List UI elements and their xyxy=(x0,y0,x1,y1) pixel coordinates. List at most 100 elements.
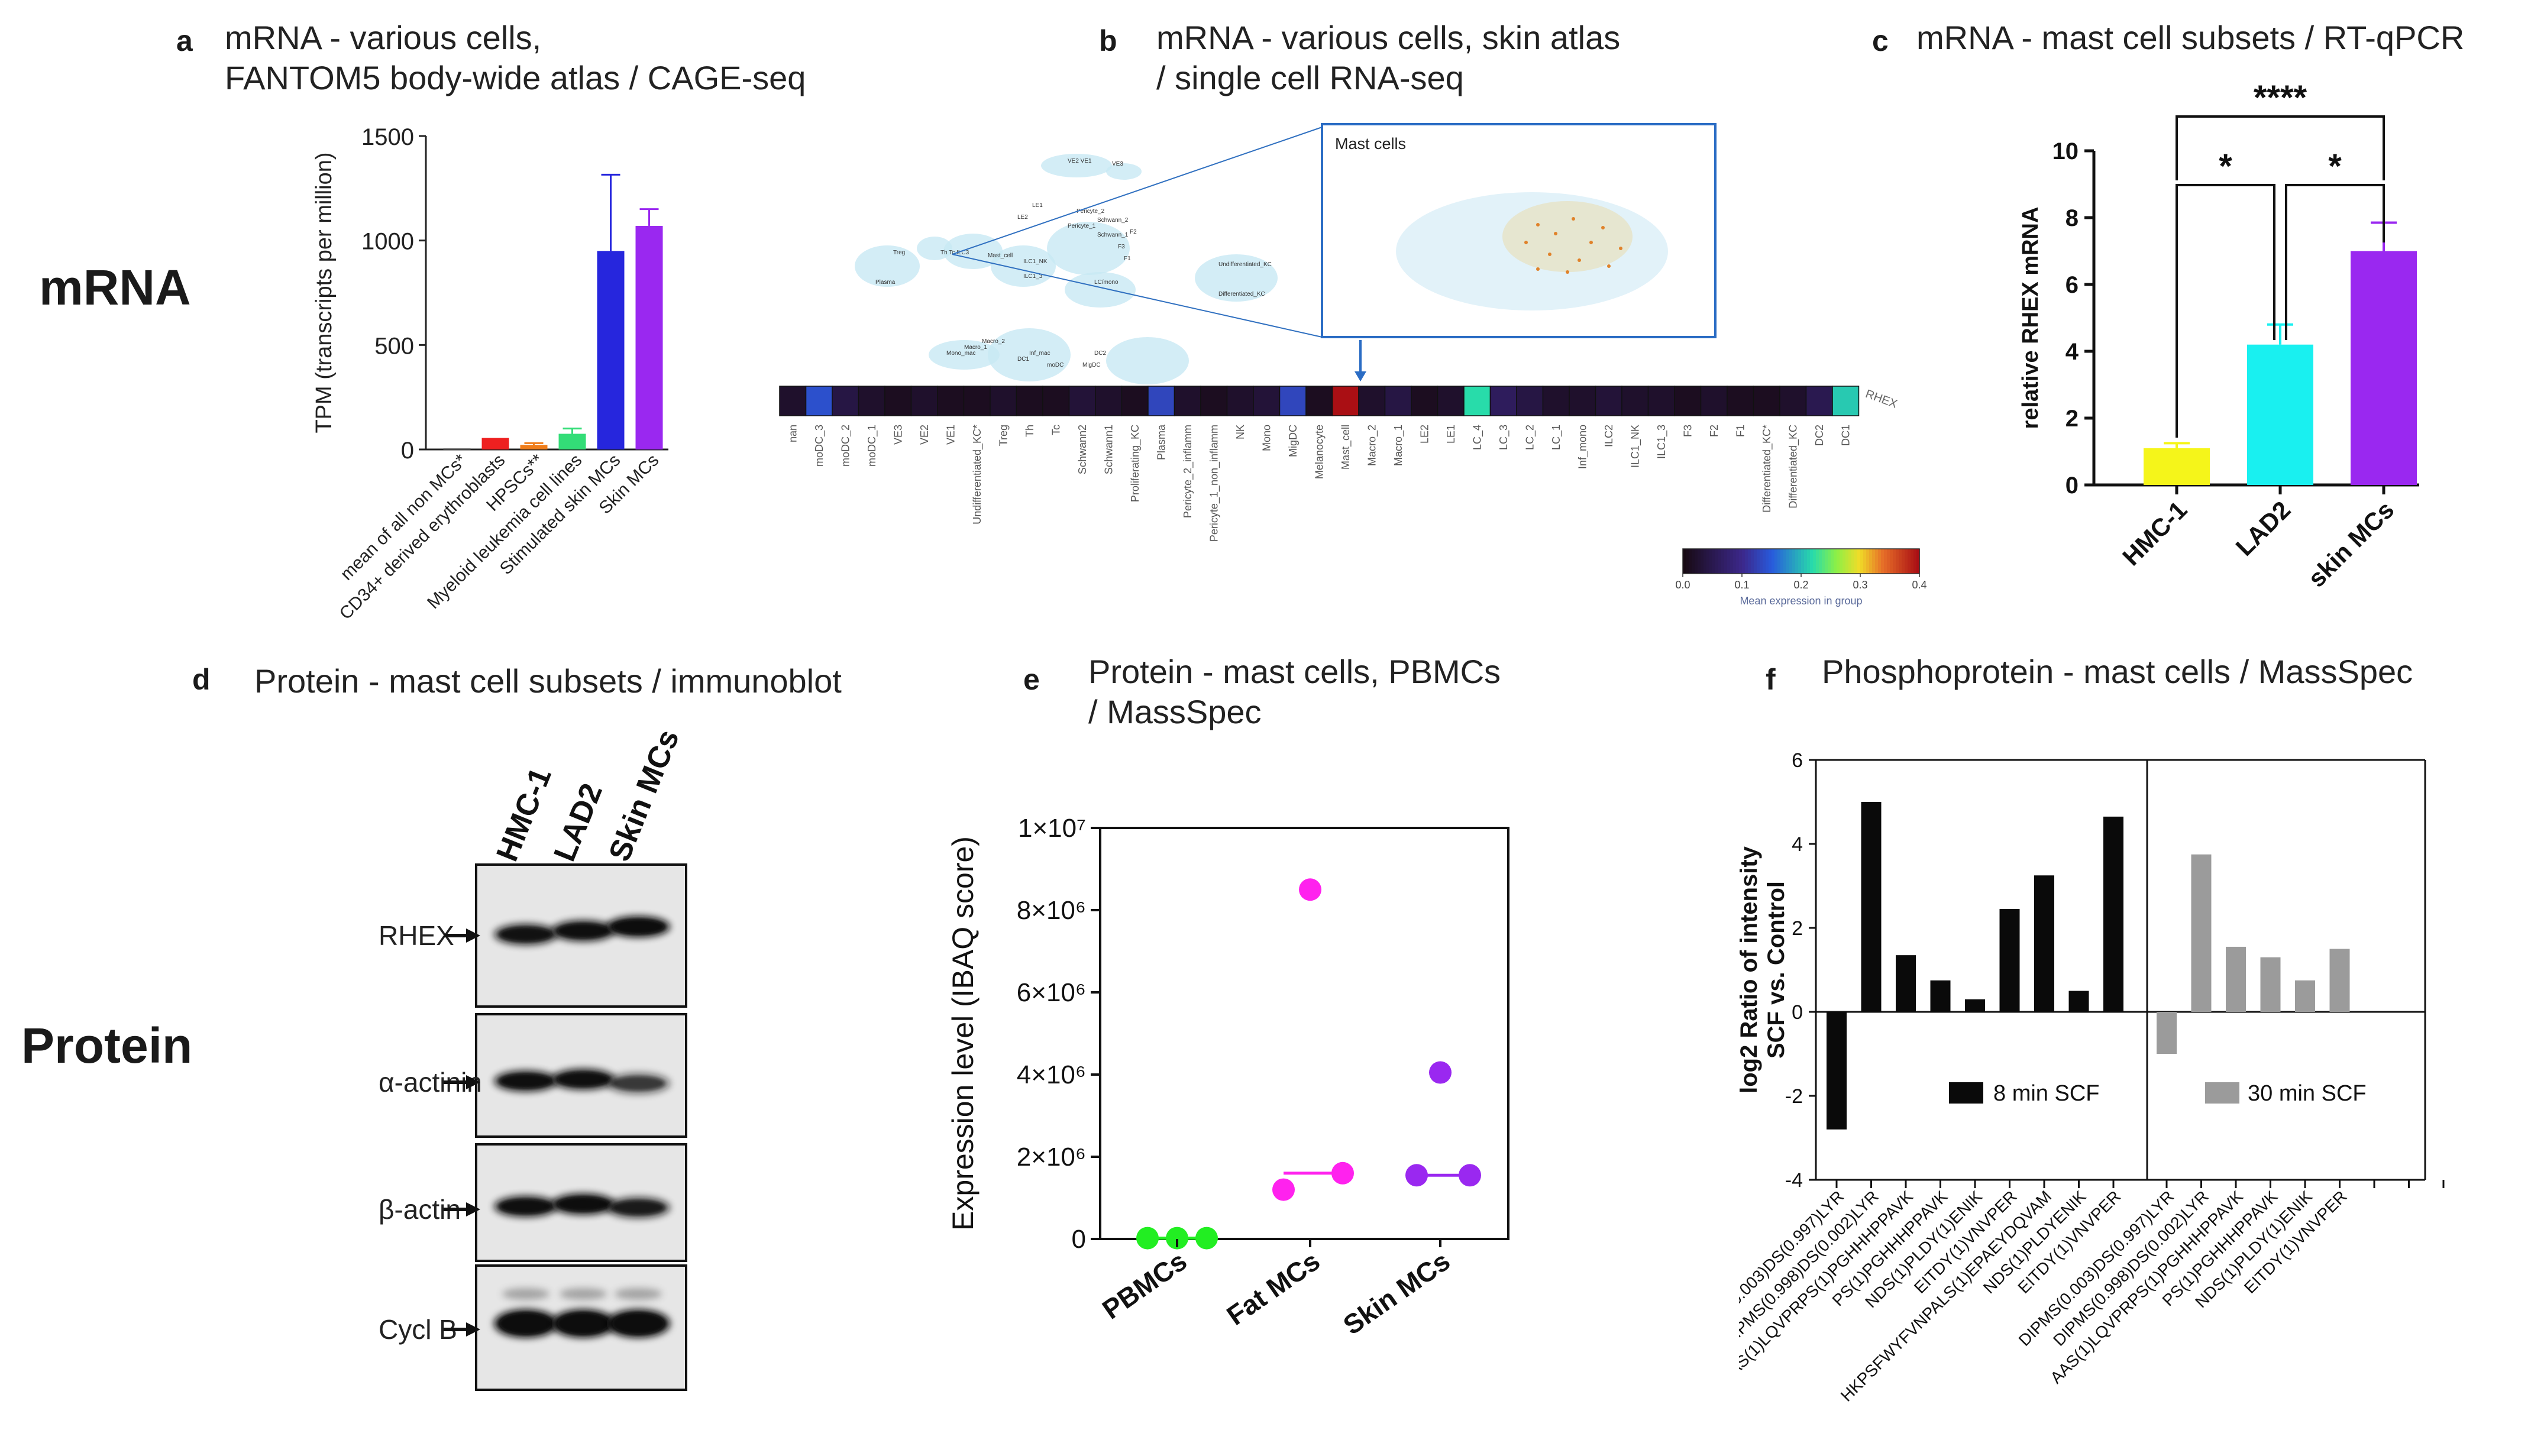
panel-letter-f: f xyxy=(1766,663,1776,696)
umap-cluster-blob xyxy=(1106,163,1142,180)
f-legend-swatch-8min xyxy=(1949,1082,1983,1104)
c-y-tick-label: 10 xyxy=(2052,138,2079,164)
colorbar-segment xyxy=(1908,549,1911,574)
umap-cluster-label: MigDC xyxy=(1082,362,1101,368)
colorbar-segment xyxy=(1748,549,1751,574)
umap-cluster-label: Schwann_2 xyxy=(1097,217,1129,224)
inset-cell-dot xyxy=(1536,267,1540,271)
colorbar-segment xyxy=(1686,549,1689,574)
umap-cluster-blob xyxy=(1195,254,1278,302)
c-sig-bracket-3 xyxy=(2176,115,2385,180)
colorbar-segment xyxy=(1887,549,1890,574)
a-category-label: CD34+ derived erythroblasts xyxy=(336,451,509,624)
heatmap-cell xyxy=(1095,386,1123,416)
colorbar-segment xyxy=(1777,549,1781,574)
e-data-point xyxy=(1299,878,1321,901)
colorbar-segment xyxy=(1760,549,1763,574)
colorbar-segment xyxy=(1881,549,1884,574)
heatmap-cell xyxy=(1727,386,1754,416)
heatmap-group-label: Proliferating_KC xyxy=(1129,425,1142,502)
colorbar-segment xyxy=(1769,549,1772,574)
umap-cluster-blob xyxy=(1041,154,1112,177)
inset-cell-dot xyxy=(1601,226,1605,229)
f-legend-label-8min: 8 min SCF xyxy=(1993,1081,2099,1106)
heatmap-group-label: Differentiated_KC* xyxy=(1761,425,1773,513)
e-y-tick-label: 4×10⁶ xyxy=(1017,1060,1086,1089)
f-y-tick-label: -2 xyxy=(1785,1085,1803,1108)
colorbar-segment xyxy=(1795,549,1799,574)
colorbar-segment xyxy=(1727,549,1731,574)
blot-band-core xyxy=(612,1076,664,1091)
colorbar-segment xyxy=(1718,549,1722,574)
umap-cluster-label: Schwann_1 xyxy=(1097,232,1129,238)
heatmap-cell xyxy=(1068,386,1096,416)
umap-cluster-label: Mast_cell xyxy=(988,253,1013,259)
panel-a-chart: 0 500 1000 1500 TPM (transcripts per million… xyxy=(312,124,668,624)
umap-cluster-blob xyxy=(1106,337,1189,384)
blot-band-core xyxy=(557,924,609,938)
f-bar xyxy=(2034,875,2054,1012)
umap-cluster-label: DC1 xyxy=(1017,356,1029,363)
f-bar xyxy=(1896,955,1916,1012)
c-sig-bracket-2-label: * xyxy=(2328,147,2342,186)
colorbar-segment xyxy=(1828,549,1831,574)
colorbar-segment xyxy=(1783,549,1787,574)
row-label-mrna: mRNA xyxy=(39,260,191,315)
colorbar-segment xyxy=(1822,549,1825,574)
heatmap-group-label: DC2 xyxy=(1814,425,1825,446)
colorbar-segment xyxy=(1807,549,1811,574)
colorbar-segment xyxy=(1692,549,1695,574)
heatmap-cell xyxy=(1516,386,1544,416)
e-category-label: Skin MCs xyxy=(1337,1245,1455,1341)
colorbar-segment xyxy=(1798,549,1802,574)
c-sig-bracket-3-label: **** xyxy=(2254,79,2307,117)
f-bar xyxy=(2295,980,2315,1012)
blot-band-arrowhead xyxy=(466,1202,480,1216)
f-bar xyxy=(2260,957,2281,1012)
panel-c-chart: 0 2 4 6 8 10 relative RHEX mRNA HMC-1 LAD2 skin M… xyxy=(2018,79,2419,593)
c-bar xyxy=(2351,251,2417,485)
colorbar-segment xyxy=(1709,549,1713,574)
f-bar xyxy=(1965,999,1985,1012)
heatmap-cell xyxy=(1331,386,1359,416)
colorbar-segment xyxy=(1757,549,1760,574)
heatmap-group-label: Macro_1 xyxy=(1392,425,1405,466)
f-bar xyxy=(2191,854,2212,1012)
heatmap-cell xyxy=(1147,386,1175,416)
panel-title-f: Phosphoprotein - mast cells / MassSpec xyxy=(1822,653,2413,690)
inset-mast-cell-cluster xyxy=(1502,201,1633,272)
a-bar xyxy=(520,445,548,449)
panel-title-d: Protein - mast cell subsets / immunoblot xyxy=(254,662,842,700)
heatmap-cell xyxy=(1595,386,1622,416)
umap-cluster-label: Macro_1 xyxy=(964,344,987,351)
blot-band-label: RHEX xyxy=(379,920,454,951)
e-y-tick-label: 1×10⁷ xyxy=(1018,814,1086,843)
colorbar-segment xyxy=(1854,549,1858,574)
colorbar-segment xyxy=(1890,549,1893,574)
inset-cell-dot xyxy=(1607,264,1611,268)
panel-letter-b: b xyxy=(1099,24,1117,57)
panel-f-chart: -4 -2 0 2 4 6 log2 Ratio of intensity SCF vs. C… xyxy=(1739,749,2445,1405)
heatmap-group-label: nan xyxy=(787,425,799,442)
heatmap-group-label: Plasma xyxy=(1155,424,1167,460)
f-bar xyxy=(1999,909,2020,1012)
panel-title-b: mRNA - various cells, skin atlas / singl… xyxy=(1156,19,1621,96)
a-y-tick-label: 500 xyxy=(374,333,414,359)
heatmap-cell xyxy=(1542,386,1570,416)
colorbar-segment xyxy=(1804,549,1808,574)
colorbar-segment xyxy=(1689,549,1692,574)
heatmap-group-label: Tc xyxy=(1050,425,1062,435)
heatmap-cell xyxy=(1674,386,1702,416)
heatmap-cell xyxy=(910,386,938,416)
heatmap-group-label: ILC2 xyxy=(1603,425,1615,447)
f-legend-swatch-30min xyxy=(2205,1082,2239,1104)
heatmap-group-label: LC_4 xyxy=(1471,425,1483,450)
c-bar xyxy=(2144,448,2210,485)
e-category-label: Fat MCs xyxy=(1221,1245,1325,1331)
a-bar xyxy=(635,225,663,449)
inset-cell-dot xyxy=(1589,241,1593,244)
colorbar-segment xyxy=(1860,549,1864,574)
heatmap-cell xyxy=(1621,386,1649,416)
a-bar xyxy=(558,433,586,449)
umap-cluster-blob xyxy=(917,237,952,260)
